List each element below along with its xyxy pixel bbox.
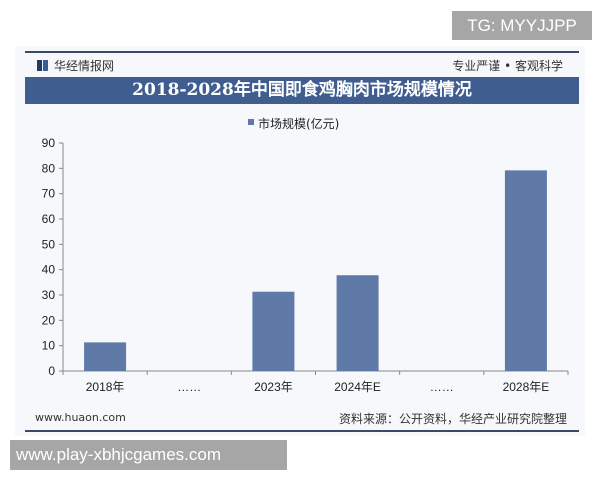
x-tick-label: 2024年E (334, 380, 381, 394)
y-tick-label: 70 (42, 187, 56, 201)
x-tick-label: 2023年 (254, 380, 293, 394)
y-tick-label: 20 (42, 313, 56, 327)
slogan: 专业严谨 • 客观科学 (452, 59, 563, 73)
x-tick-label: 2018年 (86, 380, 125, 394)
bar (336, 275, 379, 371)
brand: 华经情报网 (37, 57, 114, 74)
bar (504, 170, 547, 371)
bar (252, 291, 295, 371)
chart-title: 2018-2028年中国即食鸡胸肉市场规模情况 (25, 77, 579, 104)
y-tick-label: 60 (42, 212, 56, 226)
x-tick-label: 2028年E (503, 380, 550, 394)
top-divider (25, 51, 579, 53)
y-tick-label: 80 (42, 161, 56, 175)
watermark-bottom: www.play-xbhjcgames.com (10, 440, 287, 470)
legend-label: 市场规模(亿元) (258, 116, 339, 131)
y-tick-label: 10 (42, 339, 56, 353)
y-tick-label: 50 (42, 237, 56, 251)
brand-logo-icon (37, 60, 49, 71)
y-tick-label: 30 (42, 288, 56, 302)
brand-name: 华经情报网 (54, 59, 115, 73)
watermark-top: TG: MYYJJPP (452, 11, 592, 40)
bar (84, 342, 127, 371)
legend-swatch (248, 119, 254, 125)
footer-source: 资料来源：公开资料，华经产业研究院整理 (338, 412, 567, 426)
y-tick-label: 0 (48, 364, 55, 378)
bottom-divider (25, 430, 579, 432)
legend: 市场规模(亿元) (248, 116, 339, 131)
x-tick-label: …… (177, 380, 201, 394)
y-tick-label: 40 (42, 263, 56, 277)
footer-website: www.huaon.com (35, 411, 126, 424)
y-tick-label: 90 (42, 136, 56, 150)
x-tick-label: …… (430, 380, 454, 394)
